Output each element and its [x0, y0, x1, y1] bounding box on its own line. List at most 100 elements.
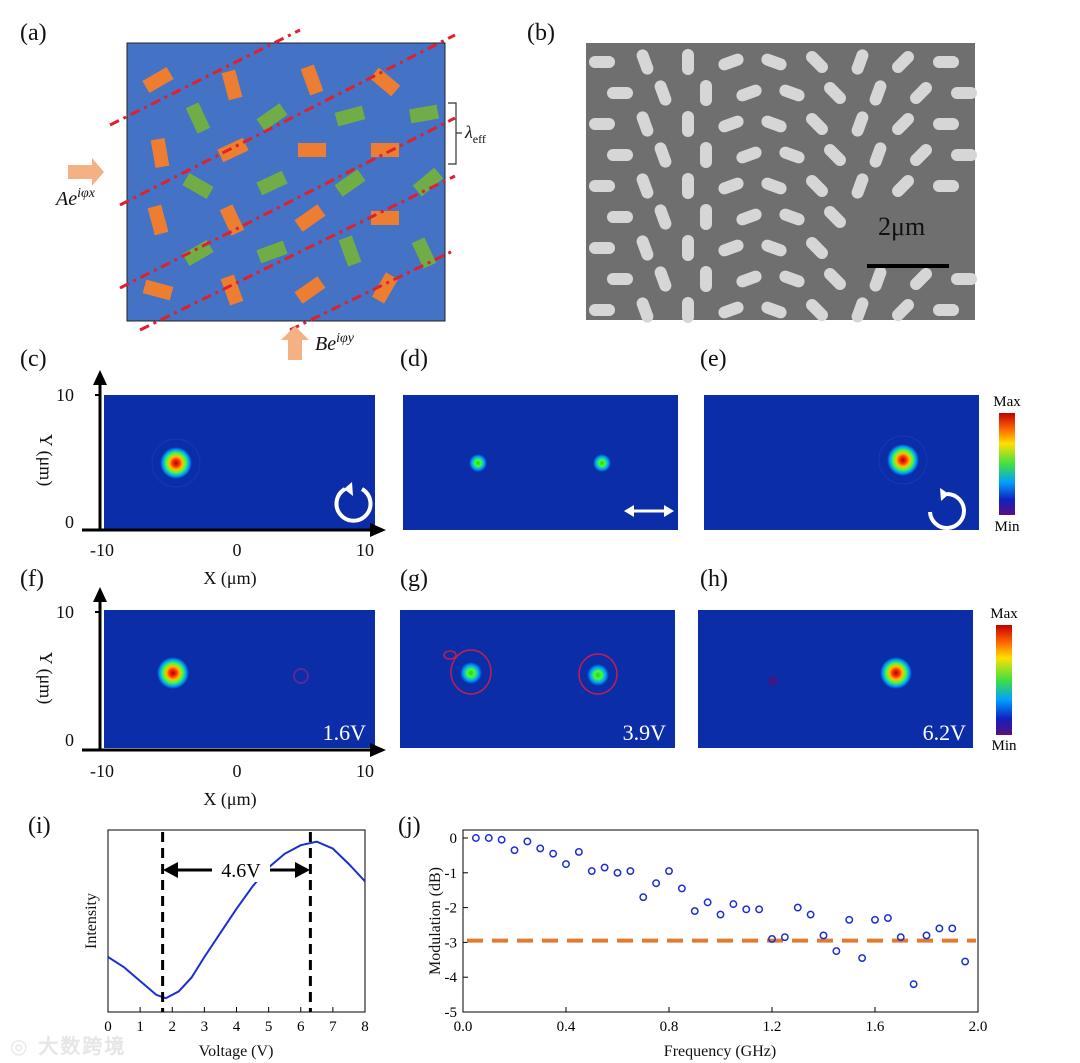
nanorod: [654, 80, 672, 106]
nanorod: [951, 149, 977, 161]
nanorod: [736, 84, 762, 102]
x-axis-arrow-icon: [370, 743, 386, 757]
x-axis-label: Voltage (V): [199, 1043, 274, 1060]
focal-spot: [157, 657, 189, 689]
nanorod: [779, 146, 805, 164]
x-tick-label: 1.6: [866, 1019, 885, 1035]
x-tick: 0: [233, 761, 242, 781]
panel-e: Max Min: [704, 394, 1021, 535]
meta-atom: [221, 69, 243, 101]
nanorod: [951, 87, 977, 99]
data-point: [587, 867, 596, 876]
arrowhead-icon: [664, 505, 674, 517]
panel-b: 2μm: [586, 43, 977, 323]
nanorod: [824, 82, 846, 104]
y-tick: 0: [65, 512, 74, 532]
data-point: [471, 834, 480, 842]
y-tick-label: -5: [445, 1005, 458, 1021]
nanorod: [589, 180, 615, 192]
panel-d: [403, 395, 678, 530]
nanorod: [636, 173, 654, 199]
nanorod: [824, 268, 846, 290]
nanorod: [636, 49, 654, 75]
nanorod: [761, 53, 787, 71]
phase-line: [289, 248, 456, 332]
focal-spot: [160, 447, 192, 479]
phase-line: [119, 116, 456, 290]
focal-spot: [587, 664, 609, 686]
label-h: (h): [700, 566, 728, 592]
meta-atom: [142, 66, 174, 94]
data-point: [780, 933, 789, 942]
x-tick-label: 2.0: [969, 1019, 988, 1035]
data-point: [832, 947, 841, 956]
phase-line: [139, 174, 456, 332]
phase-line: [119, 33, 456, 207]
y-tick-label: -3: [445, 935, 458, 951]
nanorod: [607, 87, 633, 99]
x-tick: 10: [356, 540, 374, 560]
meta-atom: [142, 279, 174, 301]
label-e: (e): [700, 346, 727, 372]
x-tick-label: 0: [104, 1019, 112, 1035]
intensity-map: [698, 610, 973, 748]
nanorod: [910, 82, 932, 104]
nanorod: [636, 297, 654, 323]
colorbar-min: Min: [991, 738, 1017, 754]
circular-polarization-icon: [334, 487, 373, 523]
nanorod: [654, 204, 672, 230]
data-point: [883, 914, 892, 922]
meta-atom: [371, 272, 399, 304]
nanorod: [892, 299, 914, 321]
colorbar-max: Max: [990, 606, 1018, 622]
panel-f: 1.6V 10 0 -10 0 10 X (μm) Y (μm): [35, 587, 386, 810]
scale-bar-label: 2μm: [878, 212, 925, 241]
meta-atom: [147, 204, 169, 236]
data-points: [471, 834, 970, 989]
axis-ticks: 0.0 0.4 0.8 1.2 1.6 2.0 0 -1 -2 -3 -4 -5: [445, 831, 988, 1035]
nanorod: [736, 146, 762, 164]
nanorod: [761, 177, 787, 195]
y-axis-arrow-icon: [93, 587, 107, 602]
meta-atom: [256, 240, 288, 264]
data-point: [806, 910, 815, 919]
y-axis-label: Y (μm): [35, 652, 56, 704]
sem-nanorods: [589, 49, 977, 323]
nanorod: [636, 235, 654, 261]
colorbar: [999, 413, 1015, 515]
meta-atom: [150, 137, 170, 169]
nanorod: [824, 206, 846, 228]
x-tick-label: 3: [201, 1019, 209, 1035]
data-point: [574, 847, 583, 856]
nanorod: [779, 84, 805, 102]
meta-atom: [300, 64, 324, 96]
colorbar-max: Max: [993, 394, 1021, 410]
x-axis-label: Frequency (GHz): [664, 1043, 776, 1060]
data-point: [948, 924, 957, 933]
nanorod: [779, 208, 805, 226]
label-g: (g): [400, 566, 428, 592]
panel-c: 10 0 -10 0 10 X (μm) Y (μm): [35, 370, 386, 589]
nanorod: [892, 51, 914, 73]
lambda-bracket: [448, 102, 462, 165]
y-axis-label: Y (μm): [35, 434, 56, 486]
nanorod: [779, 270, 805, 288]
data-point: [896, 933, 905, 942]
data-point: [639, 893, 648, 902]
y-tick-label: -2: [445, 901, 458, 917]
nanorod: [892, 175, 914, 197]
nanorod: [636, 111, 654, 137]
data-point: [665, 867, 673, 876]
nanorod: [700, 80, 712, 106]
nanorod: [761, 115, 787, 133]
data-point: [652, 879, 661, 888]
x-axis-label: X (μm): [203, 568, 256, 589]
data-point: [768, 934, 776, 943]
label-f: (f): [20, 566, 44, 592]
input-y-arrow-icon: [281, 326, 309, 360]
data-point: [909, 980, 918, 989]
nanorod: [761, 239, 787, 257]
meta-atom: [371, 143, 399, 157]
data-point: [716, 910, 725, 919]
